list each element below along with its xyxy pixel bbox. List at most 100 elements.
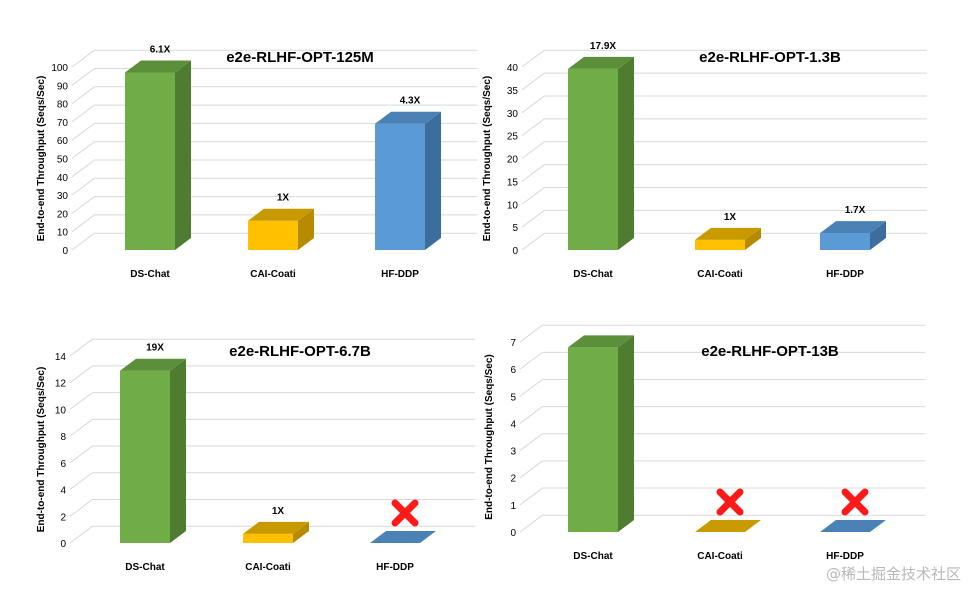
y-tick-label: 8 (60, 432, 66, 443)
y-tick-label: 15 (507, 177, 519, 188)
y-tick-label: 90 (57, 81, 69, 92)
gridline-diagonal (71, 141, 95, 159)
bar-front-cai-coati (695, 239, 745, 250)
data-label: 1X (724, 212, 737, 223)
bar-side-cai-coati (745, 227, 761, 250)
gridline-diagonal (71, 86, 95, 104)
gridline-diagonal (69, 392, 93, 410)
y-tick-label: 0 (512, 246, 518, 257)
category-label: DS-Chat (130, 269, 170, 280)
gridline-diagonal (521, 232, 545, 251)
gridline-diagonal (519, 324, 543, 343)
y-tick-label: 10 (507, 200, 519, 211)
bar-front-ds-chat (568, 68, 618, 250)
gridline-diagonal (521, 118, 545, 137)
y-axis-label: End-to-end Throughput (Seqs/Sec) (482, 76, 493, 242)
gridline-diagonal (71, 104, 95, 123)
bar-base-cai-coati (695, 520, 761, 532)
gridline-diagonal (69, 525, 93, 544)
gridline-diagonal (71, 177, 95, 196)
gridline-diagonal (519, 351, 543, 370)
y-tick-label: 0 (62, 246, 68, 257)
data-label: 19X (146, 343, 164, 354)
gridline-diagonal (69, 499, 93, 517)
gridline-diagonal (71, 49, 95, 68)
y-tick-label: 10 (57, 228, 69, 239)
bar-base-hf-ddp (370, 531, 436, 543)
bar-front-hf-ddp (375, 123, 425, 250)
bar-top-hf-ddp (375, 111, 441, 124)
gridline-diagonal (521, 141, 545, 159)
y-tick-label: 40 (507, 63, 519, 74)
category-label: DS-Chat (573, 551, 613, 562)
bar-top-hf-ddp (820, 221, 886, 234)
bar-side-ds-chat (170, 358, 186, 543)
bar-base-hf-ddp (820, 520, 886, 532)
chart-title: e2e-RLHF-OPT-13B (701, 343, 839, 360)
y-tick-label: 30 (57, 191, 69, 202)
y-tick-label: 2 (510, 474, 516, 485)
gridline-diagonal (521, 49, 545, 68)
bar-front-hf-ddp (820, 233, 870, 250)
category-label: CAI-Coati (697, 269, 743, 280)
failed-cross-icon (841, 488, 869, 516)
gridline-diagonal (71, 214, 95, 233)
gridline-diagonal (71, 196, 95, 214)
category-label: DS-Chat (573, 269, 613, 280)
bar-front-ds-chat (568, 347, 618, 532)
gridline-diagonal (519, 406, 543, 424)
bar-front-ds-chat (125, 72, 175, 251)
category-label: HF-DDP (381, 269, 419, 280)
y-tick-label: 60 (57, 136, 69, 147)
chart-title: e2e-RLHF-OPT-1.3B (699, 49, 841, 66)
gridline-diagonal (521, 164, 545, 182)
gridline-diagonal (519, 379, 543, 397)
bar-side-cai-coati (293, 521, 309, 543)
bar-side-ds-chat (175, 60, 191, 250)
bar-top-cai-coati (695, 227, 761, 240)
y-tick-label: 25 (507, 132, 519, 143)
y-axis-label: End-to-end Throughput (Seqs/Sec) (36, 367, 47, 533)
category-label: HF-DDP (376, 562, 414, 573)
gridline-diagonal (521, 72, 545, 91)
gridline-diagonal (71, 68, 95, 86)
y-tick-label: 30 (507, 109, 519, 120)
gridline-diagonal (69, 418, 93, 437)
y-tick-label: 40 (57, 173, 69, 184)
y-tick-label: 4 (60, 486, 66, 497)
y-tick-label: 0 (60, 539, 66, 550)
gridline-diagonal (69, 445, 93, 464)
y-tick-label: 2 (60, 512, 66, 523)
y-tick-label: 14 (55, 352, 67, 363)
data-label: 17.9X (590, 41, 616, 52)
y-tick-label: 50 (57, 155, 69, 166)
bar-top-ds-chat (568, 335, 634, 348)
bar-front-cai-coati (243, 533, 293, 543)
bar-side-hf-ddp (870, 221, 886, 250)
y-tick-label: 6 (510, 365, 516, 376)
y-tick-label: 80 (57, 100, 69, 111)
watermark: @稀土掘金技术社区 (825, 565, 961, 583)
data-label: 6.1X (150, 44, 171, 55)
chart-panel-2: 0 5 10 15 20 25 30 35 40 End-to-end Throughput (S… (482, 41, 927, 280)
gridline-diagonal (69, 338, 93, 357)
y-tick-label: 10 (55, 405, 67, 416)
y-tick-label: 1 (510, 501, 516, 512)
y-tick-label: 6 (60, 459, 66, 470)
bar-top-ds-chat (568, 56, 634, 69)
chart-panel-4: 0 1 2 3 4 5 6 7 End-to-end Throughput (Seqs/Sec)… (484, 324, 925, 562)
gridline-diagonal (521, 95, 545, 114)
bar-top-ds-chat (125, 60, 191, 73)
y-tick-label: 12 (55, 379, 67, 390)
y-axis-label: End-to-end Throughput (Seqs/Sec) (484, 354, 495, 520)
bar-top-cai-coati (243, 521, 309, 534)
y-tick-label: 70 (57, 118, 69, 129)
bar-side-ds-chat (618, 56, 634, 250)
bar-front-ds-chat (120, 370, 170, 543)
chart-panel-1: 0 10 20 30 40 50 60 70 80 90 100 End-to-end Through… (36, 44, 477, 280)
y-axis-label: End-to-end Throughput (Seqs/Sec) (36, 76, 47, 242)
gridline-diagonal (521, 187, 545, 205)
gridline-diagonal (71, 123, 95, 141)
y-tick-label: 35 (507, 86, 519, 97)
gridline-diagonal (519, 487, 543, 506)
